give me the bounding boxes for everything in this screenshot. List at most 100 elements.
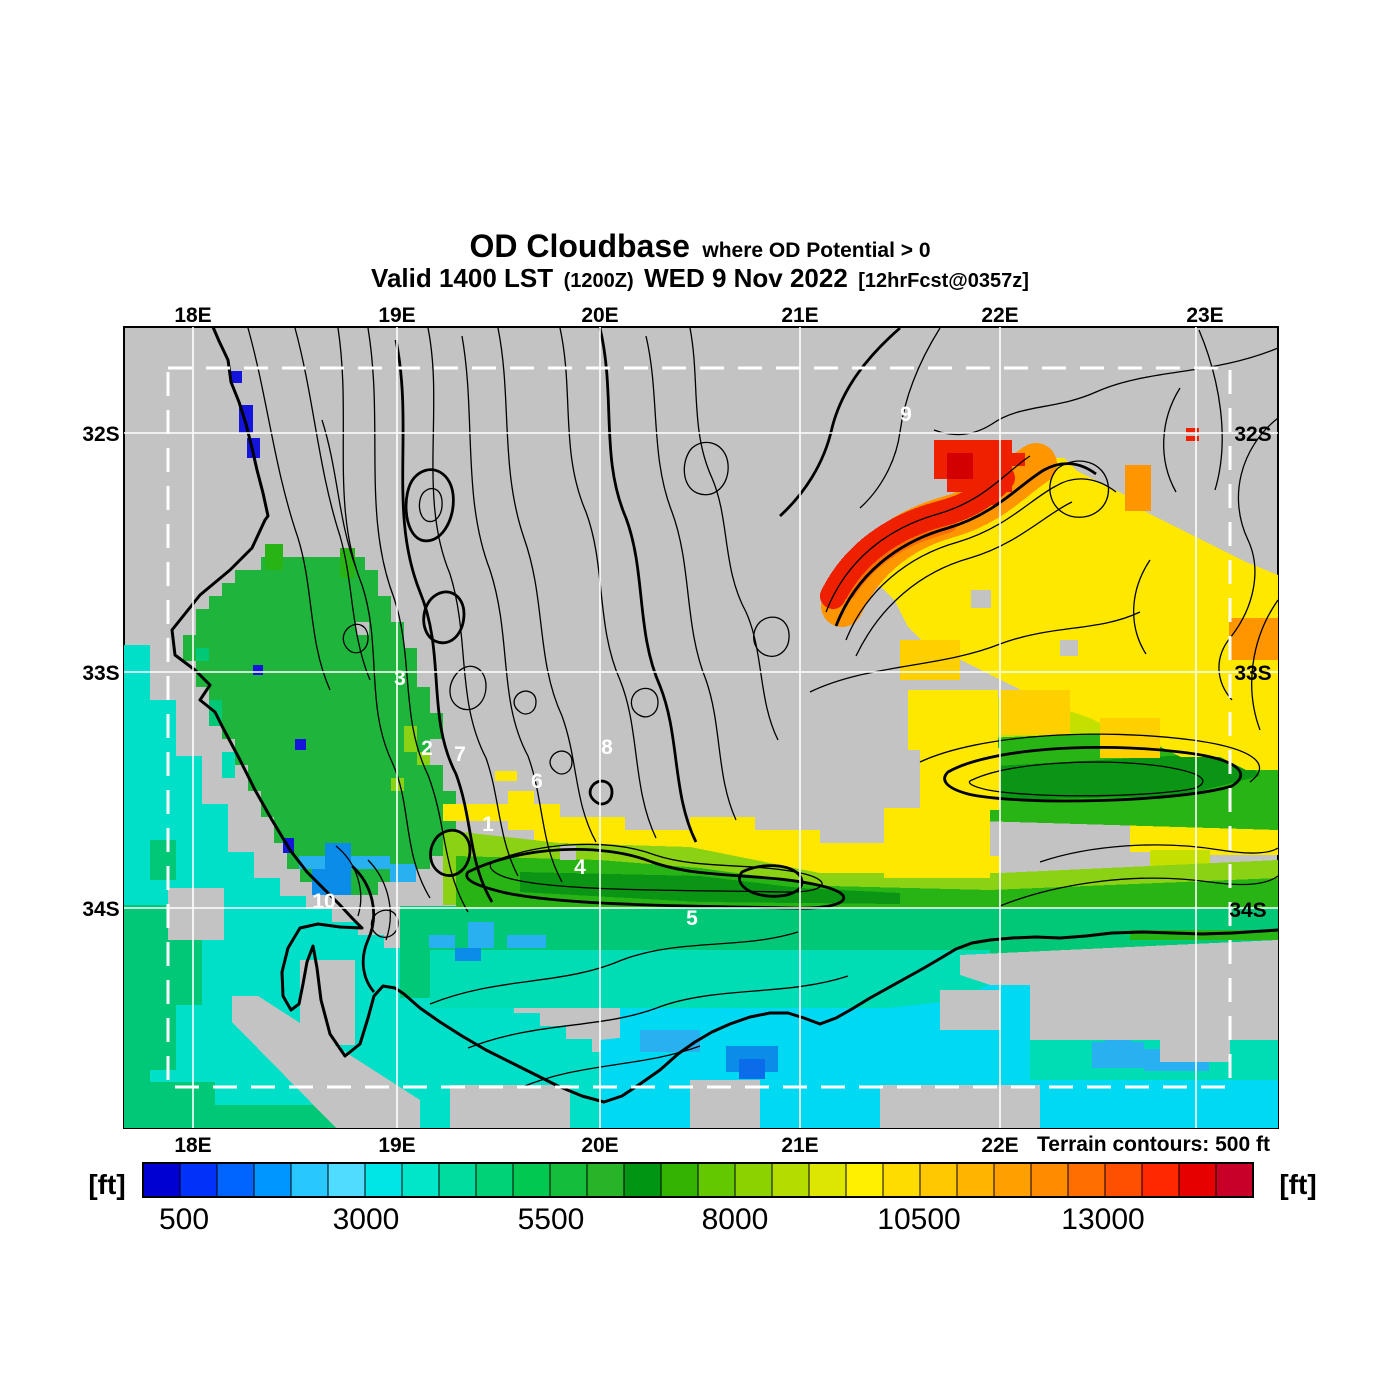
region-langeberg-dark — [960, 752, 1260, 800]
gray-patch — [880, 1085, 1040, 1128]
dark-red-pixel — [947, 453, 973, 479]
gray-patch — [450, 1085, 570, 1128]
colorbar-unit-left: [ft] — [88, 1169, 125, 1200]
colorbar-segment — [1104, 1162, 1143, 1198]
colorbar-segment — [882, 1162, 921, 1198]
colorbar-segment — [438, 1162, 477, 1198]
colorbar-segment — [623, 1162, 662, 1198]
gray-noise — [971, 590, 991, 608]
colorbar-segment — [1067, 1162, 1106, 1198]
colorbar-tick: 8000 — [702, 1203, 769, 1236]
colorbar-segment — [845, 1162, 884, 1198]
cloudbase-regions — [124, 371, 1278, 1128]
lon-label: 20E — [581, 1134, 618, 1157]
lat-label: 34S — [1229, 899, 1266, 922]
title-qualifier: where OD Potential > 0 — [701, 239, 930, 262]
red-equals-marker — [1186, 436, 1199, 441]
colorbar-segment — [586, 1162, 625, 1198]
gray-east-sea — [960, 940, 1278, 1062]
site-label: 5 — [686, 907, 698, 930]
lon-labels-bottom: 18E 19E 20E 21E 22E — [174, 1134, 1018, 1157]
green-finger — [265, 544, 283, 570]
colorbar-segment — [697, 1162, 736, 1198]
graticule — [124, 327, 1278, 1128]
lat-label: 32S — [1234, 423, 1271, 446]
colorbar-segment — [549, 1162, 588, 1198]
lat-labels-right: 32S 33S 34S — [1229, 423, 1271, 922]
site-label: 9 — [900, 403, 912, 426]
site-label: 3 — [394, 667, 406, 690]
gray-patch — [940, 990, 1000, 1030]
site-label: 4 — [574, 856, 586, 879]
red-equals-marker — [1186, 428, 1199, 433]
lon-label: 22E — [981, 1134, 1018, 1157]
lon-label: 18E — [174, 304, 211, 327]
colorbar-tick: 3000 — [333, 1203, 400, 1236]
colorbar-ticks: 500 3000 5500 8000 10500 13000 — [159, 1203, 1145, 1236]
sea-blue-patch — [739, 1059, 765, 1079]
colorbar-unit-right: [ft] — [1279, 1169, 1316, 1200]
colorbar-segment — [179, 1162, 218, 1198]
colorbar-segment — [364, 1162, 403, 1198]
lat-label: 33S — [82, 662, 119, 685]
region-bottom-green — [124, 1082, 358, 1128]
gold-noise — [1100, 718, 1160, 758]
gray-noise — [356, 622, 369, 635]
site-label: 6 — [531, 770, 543, 793]
colorbar-segment — [734, 1162, 773, 1198]
orange-patch — [1125, 465, 1151, 511]
colorbar-segment — [1178, 1162, 1217, 1198]
blue-pixel — [231, 371, 242, 383]
valid-time: Valid 1400 LST — [371, 263, 553, 293]
gold-noise — [900, 640, 960, 680]
region-south-turquoise — [430, 950, 990, 1008]
colorbar-segment — [401, 1162, 440, 1198]
colorbar: 500 3000 5500 8000 10500 13000 [ft] [ft] — [88, 1162, 1317, 1236]
lat-labels-left: 32S 33S 34S — [82, 423, 119, 921]
lon-label: 19E — [378, 1134, 415, 1157]
site-label: 8 — [601, 736, 613, 759]
valid-line: Valid 1400 LST (1200Z) WED 9 Nov 2022 [1… — [371, 263, 1029, 293]
lon-label: 20E — [581, 304, 618, 327]
region-south-yellow — [443, 791, 1000, 886]
colorbar-segment — [956, 1162, 995, 1198]
blue-cluster — [429, 935, 455, 948]
model-domain-dashed-box — [166, 366, 1232, 1089]
forecast-info: [12hrFcst@0357z] — [858, 270, 1029, 292]
sea-blue-patch — [1092, 1042, 1144, 1068]
blue-cluster — [390, 864, 416, 882]
colorbar-tick: 5500 — [518, 1203, 585, 1236]
yellow-arm — [884, 808, 990, 878]
region-ne-yellow — [856, 458, 1278, 770]
site-label: 7 — [454, 743, 466, 766]
colorbar-segments — [142, 1162, 1254, 1198]
gold-noise — [1000, 690, 1070, 735]
lon-label: 21E — [781, 1134, 818, 1157]
lon-labels-top: 18E 19E 20E 21E 22E 23E — [174, 304, 1223, 327]
green-noise — [222, 752, 235, 778]
lon-label: 21E — [781, 304, 818, 327]
site-labels: 1 2 3 4 5 6 7 8 9 10 — [312, 403, 912, 930]
colorbar-segment — [919, 1162, 958, 1198]
site-label: 1 — [482, 813, 494, 836]
colorbar-segment — [660, 1162, 699, 1198]
region-west-green — [183, 557, 456, 895]
yellow-arm — [908, 690, 998, 750]
false-bay-gray — [300, 960, 355, 1045]
colorbar-segment — [290, 1162, 329, 1198]
site-label: 2 — [421, 737, 433, 760]
lat-label: 33S — [1234, 662, 1271, 685]
colorbar-tick: 10500 — [877, 1203, 960, 1236]
site-label: 10 — [312, 890, 335, 913]
orange-patch — [1229, 618, 1278, 660]
gray-noise — [1060, 640, 1078, 656]
blue-cluster — [455, 948, 481, 961]
lon-label: 18E — [174, 1134, 211, 1157]
yellow-dash — [495, 771, 517, 781]
colorbar-segment — [808, 1162, 847, 1198]
blue-cluster — [299, 856, 325, 869]
valid-date: WED 9 Nov 2022 — [644, 263, 848, 293]
region-fold-darkgreen — [520, 872, 900, 904]
